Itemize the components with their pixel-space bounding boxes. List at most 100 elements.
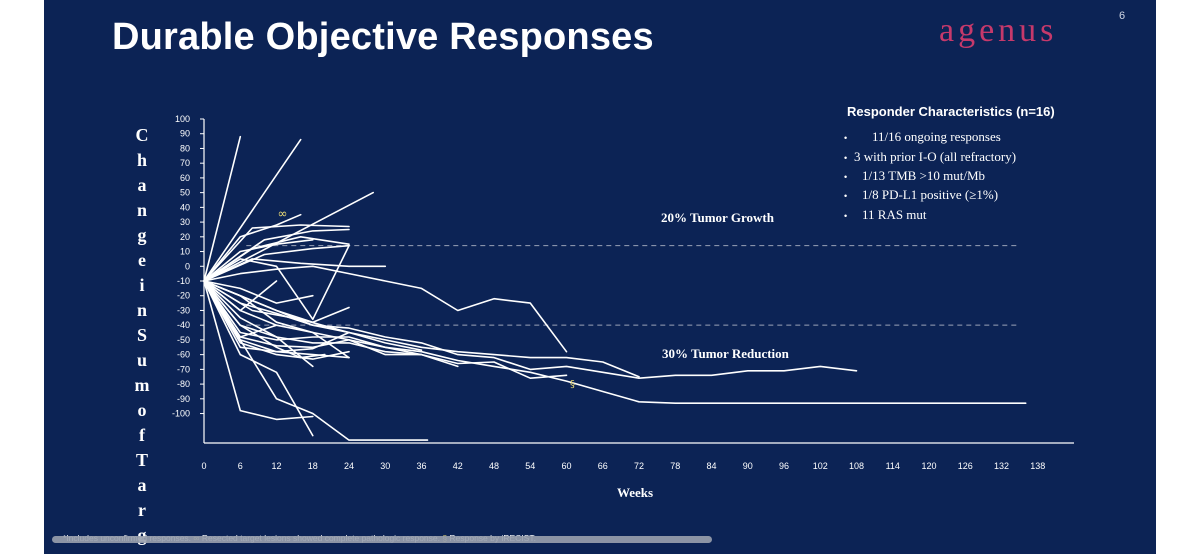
- x-tick-label: 96: [779, 461, 789, 471]
- label-30pct-reduction: 30% Tumor Reduction: [662, 346, 790, 361]
- y-tick-label: -100: [172, 409, 190, 419]
- y-tick-label: -70: [177, 364, 190, 374]
- y-axis-letter: T: [135, 450, 148, 470]
- y-axis-letter: g: [137, 525, 147, 545]
- patient-series-line: [203, 280, 350, 359]
- y-tick-label: 0: [185, 261, 190, 271]
- x-tick-label: 6: [238, 461, 243, 471]
- y-axis-letter: f: [139, 425, 145, 445]
- bullet-icon: •: [844, 172, 847, 182]
- x-tick-label: 36: [416, 461, 426, 471]
- patient-series-line: [203, 280, 1027, 405]
- y-tick-label: 70: [180, 158, 190, 168]
- patient-series-line: [203, 265, 568, 353]
- characteristic-item: 11/16 ongoing responses: [872, 129, 1001, 144]
- y-axis-letter: n: [136, 200, 147, 220]
- y-axis-letter: i: [139, 275, 145, 295]
- patient-series-line: [203, 239, 314, 282]
- y-axis-letter: C: [135, 125, 149, 145]
- y-tick-label: 10: [180, 247, 190, 257]
- patient-series-line: [203, 280, 314, 304]
- patient-series-line: [203, 280, 278, 312]
- tick-labels: 1009080706050403020100-10-20-30-40-50-60…: [172, 114, 1045, 471]
- x-tick-label: 42: [453, 461, 463, 471]
- y-axis-letter: g: [137, 225, 147, 245]
- bullet-icon: •: [844, 153, 847, 163]
- y-axis-label: ChangeinSumofTarget: [128, 123, 156, 554]
- patient-series-line: [203, 280, 278, 338]
- y-tick-label: -10: [177, 276, 190, 286]
- annotation-marker: ∞: [278, 207, 288, 221]
- y-tick-label: -90: [177, 394, 190, 404]
- x-tick-label: 108: [849, 461, 864, 471]
- y-tick-label: -30: [177, 305, 190, 315]
- patient-series-line: [203, 191, 375, 282]
- y-axis-letter: h: [136, 150, 147, 170]
- x-tick-label: 84: [706, 461, 716, 471]
- y-tick-label: 40: [180, 202, 190, 212]
- x-tick-label: 18: [308, 461, 318, 471]
- characteristic-item: 1/8 PD-L1 positive (≥1%): [862, 187, 998, 202]
- bullet-icon: •: [844, 191, 847, 201]
- y-tick-label: 80: [180, 143, 190, 153]
- x-tick-label: 102: [813, 461, 828, 471]
- x-tick-label: 114: [886, 461, 900, 471]
- patient-series-line: [203, 280, 350, 360]
- patient-series-line: [203, 280, 640, 378]
- y-axis-letter: m: [134, 375, 150, 395]
- characteristic-item: 3 with prior I-O (all refractory): [854, 149, 1016, 164]
- x-tick-label: 60: [561, 461, 571, 471]
- x-axis-label: Weeks: [617, 485, 653, 500]
- patient-series-line: [203, 138, 302, 282]
- patient-series-line: [203, 280, 326, 359]
- responder-characteristics: Responder Characteristics (n=16) • 11/16…: [844, 104, 1055, 222]
- x-tick-label: 24: [344, 461, 354, 471]
- patient-series-line: [203, 280, 350, 359]
- y-tick-label: -40: [177, 320, 190, 330]
- slide: Durable Objective Responses agenus 6 100…: [44, 0, 1156, 554]
- x-tick-label: 138: [1030, 461, 1045, 471]
- x-tick-label: 126: [958, 461, 973, 471]
- y-tick-label: 100: [175, 114, 190, 124]
- y-tick-label: -20: [177, 291, 190, 301]
- spider-plot: 1009080706050403020100-10-20-30-40-50-60…: [172, 104, 1074, 500]
- y-tick-label: 20: [180, 232, 190, 242]
- y-tick-label: -50: [177, 335, 190, 345]
- patient-series-line: [203, 135, 242, 282]
- x-tick-label: 12: [271, 461, 281, 471]
- x-tick-label: 0: [201, 461, 206, 471]
- agenus-logo: agenus: [939, 12, 1058, 49]
- y-tick-label: -80: [177, 379, 190, 389]
- y-axis-letter: a: [137, 175, 147, 195]
- y-axis-letter: u: [136, 350, 147, 370]
- patient-lines: [203, 135, 1027, 441]
- y-tick-label: 90: [180, 129, 190, 139]
- y-axis-letter: et: [128, 548, 156, 554]
- x-tick-label: 72: [634, 461, 644, 471]
- patient-series-line: [203, 236, 350, 282]
- horizontal-scrollbar[interactable]: [52, 536, 712, 543]
- x-tick-label: 54: [525, 461, 535, 471]
- x-tick-label: 132: [994, 461, 1009, 471]
- y-axis-letter: n: [136, 300, 147, 320]
- annotation-marker: §: [570, 379, 575, 390]
- y-axis-letter: e: [138, 250, 146, 270]
- bullet-icon: •: [844, 133, 847, 143]
- x-tick-label: 66: [598, 461, 608, 471]
- patient-series-line: [203, 244, 350, 321]
- characteristics-heading: Responder Characteristics (n=16): [847, 104, 1055, 119]
- x-tick-label: 90: [743, 461, 753, 471]
- y-axis-letter: S: [136, 325, 147, 345]
- annotations: ∞§: [278, 207, 576, 390]
- y-tick-label: 60: [180, 173, 190, 183]
- x-tick-label: 30: [380, 461, 390, 471]
- characteristic-item: 1/13 TMB >10 mut/Mb: [862, 168, 985, 183]
- y-tick-label: 30: [180, 217, 190, 227]
- bullet-icon: •: [844, 211, 847, 221]
- page-number: 6: [1119, 10, 1126, 22]
- patient-series-line: [203, 280, 568, 380]
- y-tick-label: -60: [177, 350, 190, 360]
- patient-series-line: [203, 280, 429, 441]
- patient-series-line: [203, 258, 387, 282]
- patient-series-line: [203, 280, 858, 380]
